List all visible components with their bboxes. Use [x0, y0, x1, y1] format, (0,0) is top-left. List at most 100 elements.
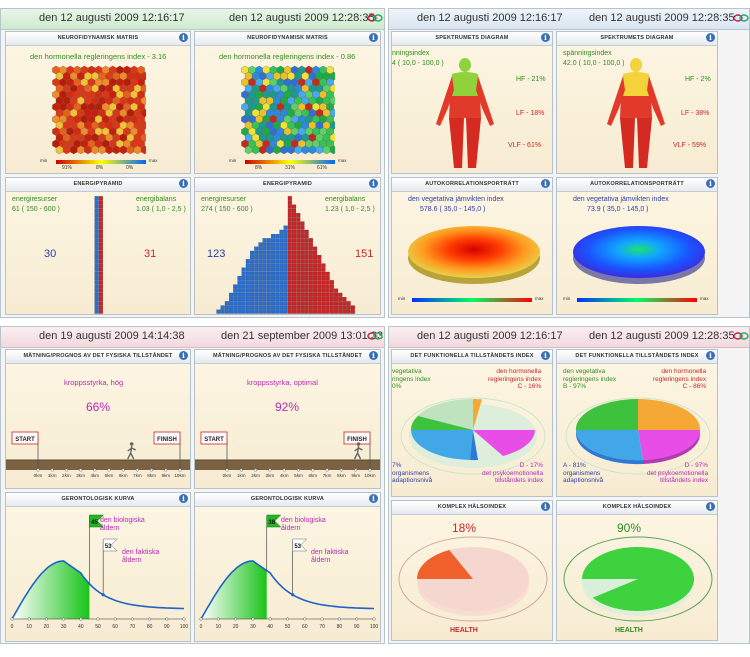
pyramid-cell-left [283, 276, 288, 281]
autocorr-panel-left: AUTOKORRELATIONSPORTRÄTT i den vegetativ… [391, 177, 553, 315]
pyramid-cell-left [94, 305, 99, 310]
pyramid-cell-left [245, 305, 250, 310]
track-ground [195, 460, 380, 470]
health-percent: 18% [452, 521, 477, 535]
pyramid-cell-right [98, 234, 103, 239]
info-icon[interactable]: i [706, 351, 715, 360]
date-left: den 12 augusti 2009 12:16:17 [417, 12, 563, 24]
pyramid-cell-left [266, 246, 271, 251]
info-icon[interactable]: i [706, 33, 715, 42]
progress-track: START FINISH 0km 1km 2km 3km 4km 5km 6km 7km 8km 9k… [6, 431, 190, 478]
info-icon[interactable]: i [369, 494, 378, 503]
pyramid-panel-left: ENERGIPYRAMID i energiresurser 61 ( 150 … [5, 177, 191, 315]
prognosis-panel-left: MÄTNING/PROGNOS AV DET FYSISKA TILLSTÅND… [5, 349, 191, 489]
pyramid-cell-right [313, 280, 318, 285]
pyramid-cell-left [94, 242, 99, 247]
pyramid-cell-right [300, 221, 305, 226]
pyramid-cell-left [229, 309, 234, 314]
info-icon[interactable]: i [706, 502, 715, 511]
pyramid-cell-right [308, 276, 313, 281]
energy-balance-value: 1.03 ( 1,0 - 2,5 ) [136, 206, 186, 213]
pyramid-cell-right [329, 288, 334, 293]
pyramid-cell-right [98, 217, 103, 222]
pyramid-cell-left [262, 309, 267, 314]
info-icon[interactable]: i [369, 179, 378, 188]
pyramid-cell-left [224, 309, 229, 314]
pyramid-cell-right [98, 213, 103, 218]
track-tick: 9km [161, 473, 170, 478]
autocorr-panel-right: AUTOKORRELATIONSPORTRÄTT i den vegetativ… [556, 177, 718, 315]
body-arm-right [476, 76, 494, 126]
quadrant-header: den 12 augusti 2009 12:16:17 den 12 augu… [1, 9, 384, 30]
legend-2: 31% [285, 165, 296, 171]
pyramid-cell-left [258, 242, 263, 247]
body-leg-right [637, 118, 652, 168]
chain-icon[interactable] [733, 12, 749, 24]
balance-index-value: 73.9 ( 35,0 - 145,0 ) [587, 206, 649, 213]
info-icon[interactable]: i [369, 33, 378, 42]
pyramid-cell-right [300, 297, 305, 302]
pyramid-cell-left [271, 267, 276, 272]
age-tick: 0 [200, 624, 203, 630]
info-icon[interactable]: i [541, 179, 550, 188]
pyramid-cell-left [275, 250, 280, 255]
pyramid-cell-right [287, 288, 292, 293]
pyramid-cell-right [313, 250, 318, 255]
info-icon[interactable]: i [541, 33, 550, 42]
legend-3: 61% [317, 165, 328, 171]
biological-age-area [12, 561, 90, 619]
pyramid-cell-right [292, 309, 297, 314]
age-tick: 60 [302, 624, 308, 630]
pyramid-cell-right [338, 297, 343, 302]
tension-index-value: 4 ( 10,0 - 100,0 ) [392, 60, 444, 67]
chain-icon[interactable] [733, 330, 749, 342]
panel-title: MÄTNING/PROGNOS AV DET FYSISKA TILLSTÅND… [6, 350, 190, 364]
energy-pyramid [216, 196, 355, 314]
strength-percent: 66% [86, 400, 111, 414]
pyramid-cell-right [317, 255, 322, 260]
spectrum-panel-left: SPEKTRUMETS DIAGRAM i nningsindex 4 ( 10… [391, 31, 553, 174]
functional-panel-right: DET FUNKTIONELLA TILLSTÅNDETS INDEX i de… [556, 349, 718, 497]
energy-resources-label: energiresurser [12, 196, 58, 203]
pyramid-cell-left [245, 276, 250, 281]
chain-icon[interactable] [367, 12, 383, 24]
age-tick: 20 [44, 624, 50, 630]
pyramid-cell-right [304, 288, 309, 293]
pyramid-cell-left [266, 271, 271, 276]
info-icon[interactable]: i [706, 179, 715, 188]
health-ring [563, 536, 713, 622]
chain-icon[interactable] [367, 330, 383, 342]
panel-title: DET FUNKTIONELLA TILLSTÅNDETS INDEX [557, 350, 717, 364]
balance-index-label: den vegetativa jämvikten index [408, 196, 504, 203]
pyramid-cell-right [287, 196, 292, 201]
pyramid-cell-right [334, 288, 339, 293]
pyramid-cell-right [98, 246, 103, 251]
info-icon[interactable]: i [179, 494, 188, 503]
pyramid-cell-left [229, 292, 234, 297]
pyramid-cell-left [241, 276, 246, 281]
health-panel-right: KOMPLEX HÄLSOINDEX i 90% HEALTH [556, 500, 718, 641]
pyramid-cell-right [325, 276, 330, 281]
age-tick: 70 [130, 624, 136, 630]
pyramid-cell-left [224, 301, 229, 306]
info-icon[interactable]: i [179, 351, 188, 360]
pyramid-cell-left [279, 284, 284, 289]
info-icon[interactable]: i [179, 179, 188, 188]
info-icon[interactable]: i [541, 502, 550, 511]
pyramid-cell-left [279, 250, 284, 255]
pyramid-cell-right [304, 301, 309, 306]
info-icon[interactable]: i [541, 351, 550, 360]
track-tick: 7km [323, 473, 332, 478]
pyramid-cell-left [241, 288, 246, 293]
pyramid-cell-right [300, 225, 305, 230]
pyramid-cell-right [317, 292, 322, 297]
pyramid-cell-right [338, 305, 343, 310]
hormonal-label: den hormonella regleringens index C - 16% [488, 368, 542, 390]
pyramid-cell-right [300, 288, 305, 293]
pyramid-cell-left [245, 259, 250, 264]
pyramid-cell-left [279, 246, 284, 251]
info-icon[interactable]: i [369, 351, 378, 360]
info-icon[interactable]: i [179, 33, 188, 42]
track-tick: 2km [251, 473, 260, 478]
pyramid-cell-right [292, 259, 297, 264]
